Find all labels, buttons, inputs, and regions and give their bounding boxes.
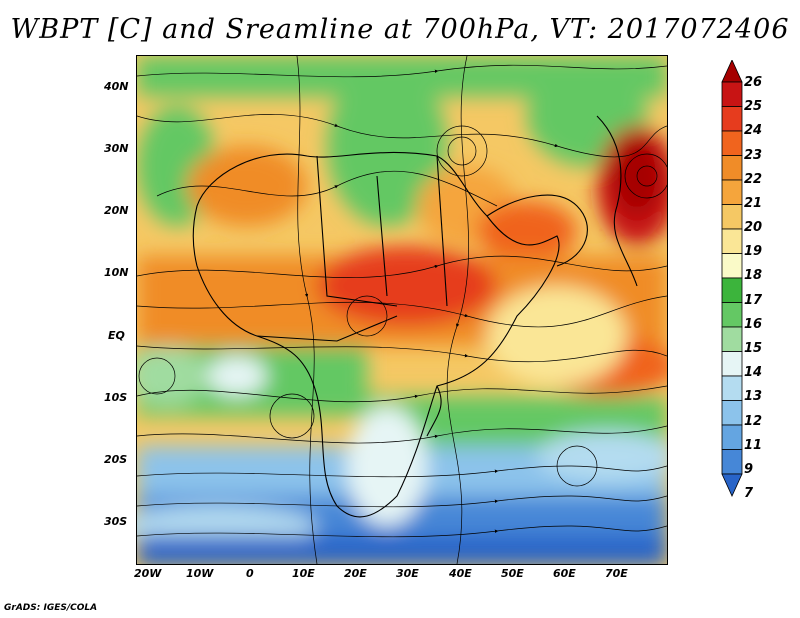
- lat-label-10n: 10N: [104, 266, 129, 279]
- colorbar-label: 16: [744, 316, 763, 332]
- colorbar-swatch: [721, 81, 743, 107]
- lat-label-40n: 40N: [104, 80, 129, 93]
- lat-label-eq: EQ: [108, 329, 125, 342]
- colorbar-label: 15: [744, 340, 763, 356]
- colorbar-bottom-arrow: [721, 473, 743, 497]
- colorbar-label: 19: [744, 244, 763, 260]
- lat-label-30n: 30N: [104, 142, 129, 155]
- lon-label-60e: 60E: [553, 567, 576, 580]
- colorbar-swatch: [721, 351, 743, 377]
- lon-label-40e: 40E: [449, 567, 472, 580]
- map-panel: [136, 55, 668, 565]
- colorbar-swatch: [721, 277, 743, 303]
- lon-label-10w: 10W: [186, 567, 214, 580]
- colorbar-label: 25: [744, 99, 763, 115]
- colorbar: [721, 60, 743, 497]
- lat-label-20s: 20S: [104, 453, 128, 466]
- lon-label-70e: 70E: [605, 567, 628, 580]
- lon-label-20e: 20E: [344, 567, 367, 580]
- colorbar-swatch: [721, 179, 743, 205]
- colorbar-label: 13: [744, 389, 763, 405]
- lon-label-30e: 30E: [396, 567, 419, 580]
- colorbar-label: 7: [744, 486, 754, 502]
- colorbar-swatch: [721, 130, 743, 156]
- colorbar-label: 26: [744, 75, 763, 90]
- colorbar-label: 18: [744, 268, 763, 284]
- lat-label-10s: 10S: [104, 391, 128, 404]
- lon-label-50e: 50E: [501, 567, 524, 580]
- colorbar-swatch: [721, 375, 743, 401]
- colorbar-label: 17: [744, 292, 763, 308]
- colorbar-swatch: [721, 204, 743, 230]
- colorbar-swatch: [721, 326, 743, 352]
- colorbar-swatch: [721, 449, 743, 475]
- colorbar-swatch: [721, 424, 743, 450]
- colorbar-label: 21: [744, 195, 763, 211]
- map-title: WBPT [C] and Sreamline at 700hPa, VT: 20…: [10, 14, 790, 45]
- colorbar-swatch: [721, 106, 743, 132]
- colorbar-label: 22: [744, 171, 763, 187]
- colorbar-swatch: [721, 253, 743, 279]
- colorbar-label: 11: [744, 437, 763, 453]
- lon-label-0: 0: [246, 567, 254, 580]
- colorbar-swatch: [721, 228, 743, 254]
- colorbar-label: 14: [744, 365, 763, 381]
- colorbar-label: 12: [744, 413, 763, 429]
- colorbar-label: 23: [744, 147, 763, 163]
- colorbar-swatch: [721, 400, 743, 426]
- colorbar-swatch: [721, 302, 743, 328]
- colorbar-swatch: [721, 155, 743, 181]
- credit-text: GrADS: IGES/COLA: [4, 603, 98, 613]
- colorbar-top-arrow: [721, 60, 743, 83]
- colorbar-label: 9: [744, 461, 754, 477]
- wbpt-field: [137, 56, 667, 564]
- lon-label-20w: 20W: [134, 567, 162, 580]
- lat-label-20n: 20N: [104, 204, 129, 217]
- lat-label-30s: 30S: [104, 515, 128, 528]
- colorbar-label: 20: [744, 220, 763, 236]
- colorbar-label: 24: [744, 123, 763, 139]
- lon-label-10e: 10E: [292, 567, 315, 580]
